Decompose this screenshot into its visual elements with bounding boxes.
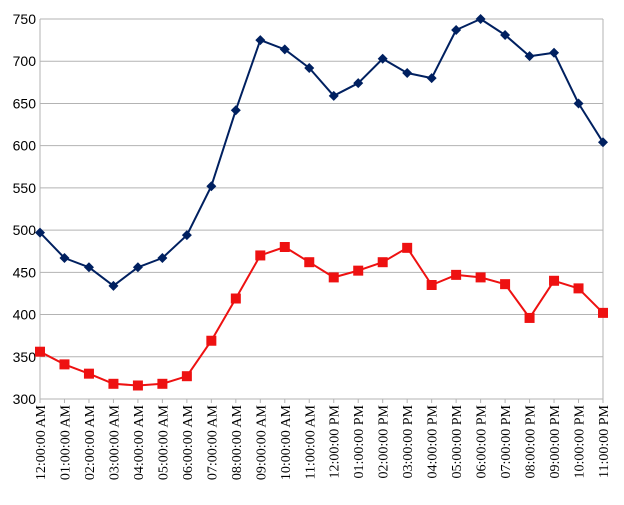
series-1-point [108,280,119,291]
x-tick-label: 04:00:00 PM [426,404,441,478]
series-2-point [500,279,511,290]
y-tick-label: 400 [13,307,37,323]
x-tick-label: 04:00:00 AM [132,404,147,480]
series-2-point [157,378,168,389]
series-1-point [279,44,290,55]
series-2-point [377,257,388,268]
series-1-point [451,24,462,35]
series-1-point [59,252,70,263]
x-tick-label: 03:00:00 PM [401,404,416,478]
x-tick-label: 10:00:00 AM [279,404,294,480]
x-tick-label: 11:00:00 PM [597,404,612,478]
y-tick-label: 700 [13,53,37,69]
x-tick-label: 07:00:00 AM [205,404,220,480]
x-tick-label: 12:00:00 PM [328,404,343,478]
x-tick-label: 06:00:00 AM [181,404,196,480]
series-1-point [598,137,608,148]
x-tick-label: 02:00:00 AM [83,404,98,480]
series-2-point [230,293,241,304]
series-layer [35,14,608,391]
x-tick-label: 01:00:00 AM [58,404,73,480]
y-tick-label: 450 [13,264,37,280]
series-2-point [206,335,217,346]
series-2-point [402,242,413,253]
x-tick-label: 12:00:00 AM [34,404,49,480]
series-2-point [59,359,70,370]
y-tick-label: 500 [13,222,37,238]
series-1-point [206,181,217,192]
x-tick-label: 05:00:00 AM [156,404,171,480]
series-2-point [132,380,143,391]
grid-lines [39,18,604,400]
series-2-point [475,272,486,283]
series-1-point [181,230,192,241]
y-tick-label: 600 [13,138,37,154]
y-tick-label: 350 [13,349,37,365]
x-tick-label: 10:00:00 PM [573,404,588,478]
series-2-point [304,257,315,268]
series-1-line [39,18,604,287]
series-1-point [35,227,45,238]
series-1-point [353,78,364,89]
x-tick-label: 08:00:00 PM [524,404,539,478]
x-tick-label: 01:00:00 PM [352,404,367,478]
y-tick-label: 750 [13,11,37,27]
series-1-point [426,73,437,84]
series-2-point [328,272,339,283]
y-tick-label: 650 [13,95,37,111]
x-tick-label: 09:00:00 PM [548,404,563,478]
y-tick-label: 550 [13,180,37,196]
series-1-point [304,62,315,73]
x-tick-label: 02:00:00 PM [377,404,392,478]
series-1-point [328,90,339,101]
series-1-point [230,105,241,116]
x-tick-label: 11:00:00 AM [303,404,318,479]
x-tick-label: 06:00:00 PM [475,404,490,478]
series-1-point [377,53,388,64]
series-2-point [353,265,364,276]
series-2-point [83,368,94,379]
series-1-point [255,35,266,46]
x-tick-label: 08:00:00 AM [230,404,245,480]
series-1-point [83,262,94,273]
y-tick-label: 300 [13,391,37,407]
x-tick-label: 03:00:00 AM [107,404,122,480]
x-axis: 12:00:00 AM 01:00:00 AM 02:00:00 AM 03:00:0… [34,399,612,480]
series-1-point [475,14,486,24]
x-tick-label: 07:00:00 PM [499,404,514,478]
series-2-point [35,346,45,357]
series-2-point [573,283,584,294]
series-2-point [255,250,266,261]
series-2-point [181,371,192,382]
series-2-point [524,312,535,323]
y-axis: 300 350 400 450 500 550 600 650 700 750 [13,11,37,407]
series-1-point [157,252,168,263]
series-1-point [524,51,535,62]
series-1-point [132,262,143,273]
series-2-line [39,246,604,387]
series-1-point [402,68,413,79]
series-2-point [279,242,290,252]
x-tick-label: 09:00:00 AM [254,404,269,480]
series-2-point [108,378,119,389]
series-2-point [549,275,560,286]
series-2-point [451,269,462,280]
series-1-point [573,98,584,109]
series-2-point [598,307,608,318]
x-tick-label: 05:00:00 PM [450,404,465,478]
series-1-point [549,47,560,58]
series-1-point [500,30,511,41]
series-2-point [426,280,437,290]
